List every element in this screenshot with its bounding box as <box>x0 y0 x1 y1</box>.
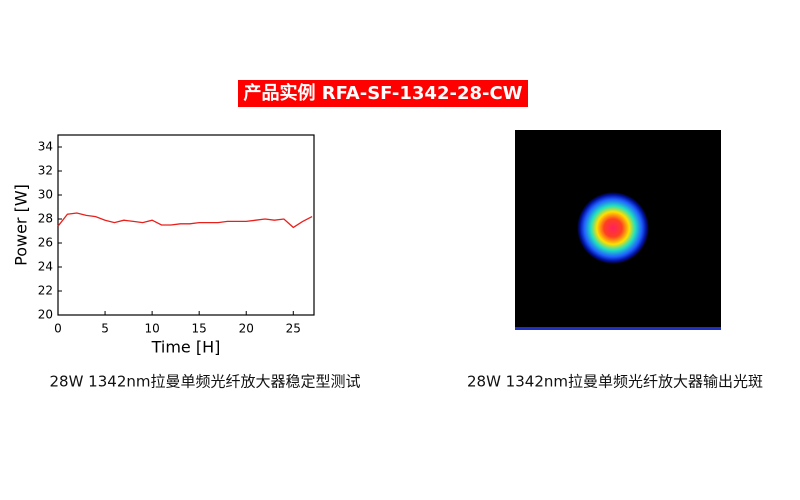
y-tick-label: 32 <box>38 164 53 178</box>
y-tick-label: 20 <box>38 308 53 322</box>
y-tick-label: 26 <box>38 236 53 250</box>
y-tick-label: 30 <box>38 188 53 202</box>
data-line <box>57 212 313 229</box>
title-banner <box>238 80 528 107</box>
caption: 28W 1342nm拉曼单频光纤放大器输出光斑 <box>467 373 763 391</box>
x-tick-label: 10 <box>144 322 159 336</box>
y-tick-label: 22 <box>38 284 53 298</box>
caption: 28W 1342nm拉曼单频光纤放大器稳定型测试 <box>50 373 361 391</box>
beam-spot <box>577 192 649 264</box>
x-axis-label: Time [H] <box>151 338 221 357</box>
title: 产品实例 RFA-SF-1342-28-CW <box>243 82 522 104</box>
y-tick-label: 28 <box>38 212 53 226</box>
plot-frame <box>57 134 315 316</box>
x-tick-label: 25 <box>286 322 301 336</box>
x-tick-label: 15 <box>192 322 207 336</box>
beam-edge <box>515 327 721 330</box>
x-tick-label: 0 <box>54 322 62 336</box>
x-tick-label: 20 <box>239 322 254 336</box>
y-tick-label: 24 <box>38 260 53 274</box>
x-tick-label: 5 <box>101 322 109 336</box>
y-axis-label: Power [W] <box>12 184 31 266</box>
y-tick-label: 34 <box>38 140 53 154</box>
chart: 20 22 24 26 28 30 32 34 0 5 10 15 20 25 Time [H] Power … <box>12 140 313 357</box>
